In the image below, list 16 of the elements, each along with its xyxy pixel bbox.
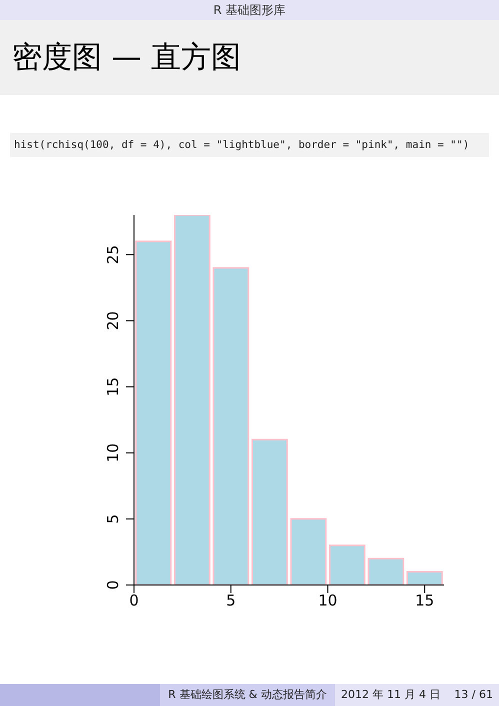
x-tick-label: 10 — [318, 592, 338, 610]
y-tick-label: 10 — [104, 443, 122, 462]
chart-title: 密度图 — 直方图 — [0, 20, 499, 95]
x-tick-label: 5 — [226, 592, 236, 610]
text: 13 / 61 — [454, 687, 493, 703]
x-tick-label: 0 — [129, 592, 139, 610]
text: R 基础绘图系统 & 动态报告简介 — [160, 684, 335, 706]
y-tick-label: 15 — [104, 377, 122, 396]
x-tick-label: 15 — [415, 592, 434, 610]
text: hist(rchisq(100, df = 4), col = "lightblue", border = "pink", main = "") — [10, 133, 489, 157]
y-tick-label: 20 — [104, 311, 122, 330]
y-tick-label: 0 — [104, 580, 122, 590]
text: 2012 年 11 月 4 日 — [341, 687, 440, 703]
text: R 基础图形库 — [0, 0, 499, 20]
y-tick-label: 5 — [104, 514, 122, 524]
y-tick-label: 25 — [104, 245, 122, 264]
